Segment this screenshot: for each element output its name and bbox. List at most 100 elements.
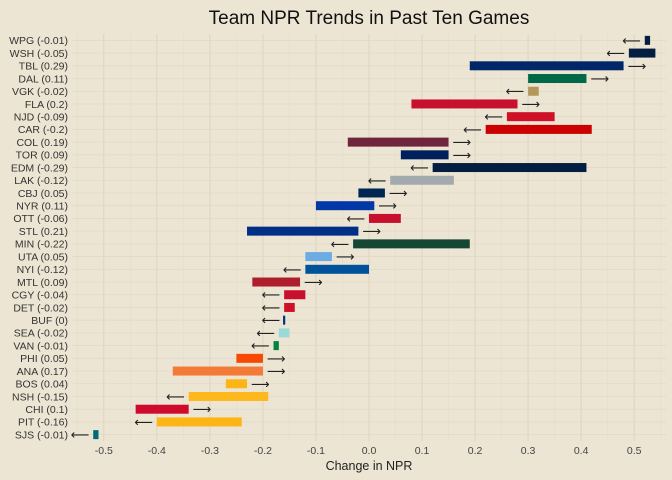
bar-sjs [93,430,99,440]
bar-tbl [469,61,624,71]
bar-min [353,239,470,249]
arrow-buf: ⟵ [262,313,281,328]
arrow-uta: ⟶ [336,249,355,264]
bar-edm [432,163,587,173]
arrow-pit: ⟵ [134,414,153,429]
bar-bos [225,379,248,389]
arrow-stl: ⟶ [362,224,381,239]
y-label-chi: CHI (0.1) [25,404,68,416]
bar-ott [369,213,401,223]
y-label-ana: ANA (0.17) [17,366,68,378]
y-label-ott: OTT (-0.06) [13,213,68,225]
bar-wsh [628,48,656,58]
y-label-fla: FLA (0.2) [25,99,68,111]
bar-nyr [315,201,375,211]
bar-uta [305,252,332,262]
x-tick-label: 0.5 [627,445,642,457]
bar-vgk [528,86,539,96]
x-tick-label: -0.2 [254,445,272,457]
arrow-det: ⟵ [262,300,281,315]
y-label-car: CAR (-0.2) [18,124,68,136]
x-axis-label: Change in NPR [326,459,413,473]
arrow-phi: ⟶ [267,351,286,366]
arrow-mtl: ⟶ [304,275,323,290]
bar-tor [400,150,449,160]
bar-cgy [284,290,306,300]
arrow-njd: ⟵ [484,109,503,124]
y-label-buf: BUF (0) [31,315,68,327]
x-tick-label: 0.1 [415,445,430,457]
bar-nsh [188,391,269,401]
y-label-njd: NJD (-0.09) [14,111,68,123]
bar-pit [156,417,242,427]
y-label-dal: DAL (0.11) [18,73,68,85]
arrow-cbj: ⟶ [389,185,408,200]
bar-stl [247,226,359,236]
y-label-col: COL (0.19) [16,137,68,149]
arrow-vgk: ⟵ [505,84,524,99]
y-label-bos: BOS (0.04) [15,379,68,391]
bar-lak [390,175,454,185]
y-label-phi: PHI (0.05) [20,353,68,365]
arrow-fla: ⟶ [522,96,541,111]
y-label-edm: EDM (-0.29) [11,162,68,174]
bar-njd [506,112,555,122]
arrow-car: ⟵ [463,122,482,137]
y-label-pit: PIT (-0.16) [18,417,68,429]
arrow-tbl: ⟶ [628,58,647,73]
arrow-chi: ⟶ [193,402,212,417]
x-tick-label: 0.2 [468,445,483,457]
x-tick-label: 0.4 [574,445,589,457]
arrow-sea: ⟵ [256,325,275,340]
y-label-van: VAN (-0.01) [13,340,68,352]
y-label-nsh: NSH (-0.15) [12,391,68,403]
y-label-wpg: WPG (-0.01) [9,35,68,47]
y-label-nyi: NYI (-0.12) [17,264,68,276]
bar-phi [236,353,263,363]
x-tick-label: -0.1 [307,445,325,457]
x-tick-labels: -0.5 -0.4 -0.3 -0.2 -0.1 0.0 0.1 0.2 0.3 0.4 0.5 [95,445,642,457]
bar-nyi [305,264,369,274]
bar-fla [411,99,518,109]
x-tick-label: -0.5 [95,445,113,457]
y-label-min: MIN (-0.22) [15,239,68,251]
bar-det [284,302,295,312]
arrow-min: ⟵ [330,236,349,251]
arrow-edm: ⟵ [410,160,429,175]
arrow-lak: ⟵ [368,173,387,188]
arrow-nyr: ⟶ [378,198,397,213]
chart-title: Team NPR Trends in Past Ten Games [209,8,530,29]
arrow-bos: ⟶ [251,376,270,391]
bar-sea [278,328,290,338]
bar-van [273,341,279,351]
arrow-tor: ⟶ [453,147,472,162]
bar-chi [135,404,189,414]
arrow-col: ⟶ [453,135,472,150]
y-label-sjs: SJS (-0.01) [15,429,68,441]
bar-wpg [644,35,651,45]
y-tick-labels: WPG (-0.01)WSH (-0.05)TBL (0.29)DAL (0.1… [9,35,68,441]
y-label-tor: TOR (0.09) [16,150,68,162]
arrow-nyi: ⟵ [283,262,302,277]
y-label-vgk: VGK (-0.02) [12,86,68,98]
bar-car [485,124,592,134]
arrow-cgy: ⟵ [262,287,281,302]
bar-mtl [252,277,301,287]
x-tick-label: 0.3 [521,445,536,457]
x-tick-label: -0.4 [148,445,166,457]
arrow-group: ⟵⟵⟶⟶⟵⟶⟵⟵⟶⟶⟵⟵⟶⟶⟵⟶⟵⟶⟵⟶⟵⟵⟵⟵⟵⟶⟶⟶⟵⟶⟵⟵ [71,33,647,442]
y-label-det: DET (-0.02) [13,302,68,314]
y-label-cgy: CGY (-0.04) [12,290,68,302]
arrow-wpg: ⟵ [622,33,641,48]
y-label-sea: SEA (-0.02) [14,328,68,340]
y-label-wsh: WSH (-0.05) [10,48,68,60]
grid-lines [72,34,666,441]
y-label-stl: STL (0.21) [19,226,68,238]
bar-cbj [358,188,385,198]
bar-ana [172,366,263,376]
arrow-dal: ⟶ [590,71,609,86]
y-label-lak: LAK (-0.12) [14,175,68,187]
arrow-ott: ⟵ [346,211,365,226]
